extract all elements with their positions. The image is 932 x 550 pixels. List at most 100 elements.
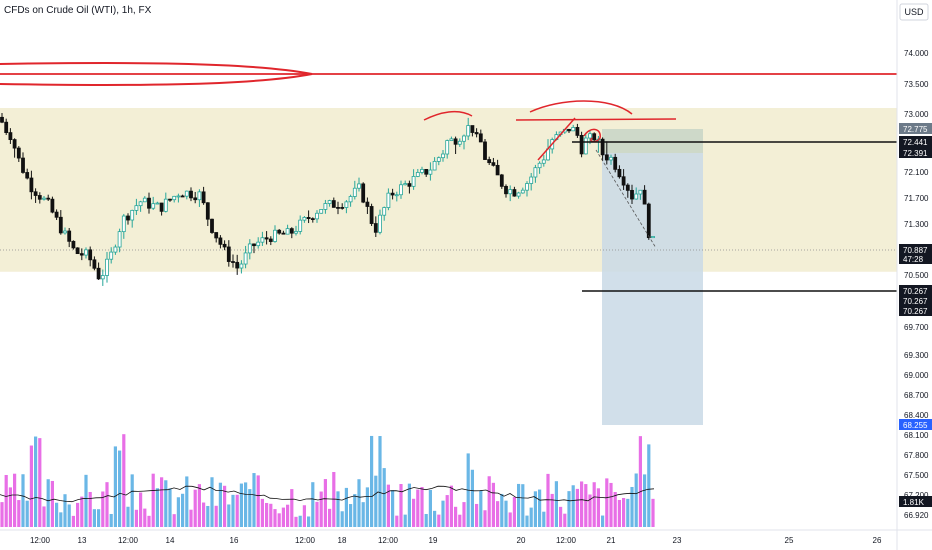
- candle-body: [243, 252, 248, 265]
- volume-bar: [592, 482, 596, 527]
- volume-bar: [265, 502, 269, 527]
- volume-bar: [63, 494, 67, 527]
- volume-bar: [189, 509, 193, 527]
- volume-bar: [168, 488, 172, 527]
- candle-body: [390, 192, 395, 196]
- red-top-arc-left: [423, 110, 473, 121]
- candle-body: [600, 138, 605, 156]
- candle-body: [432, 160, 437, 171]
- candle-body: [189, 190, 193, 199]
- volume-bar: [596, 488, 600, 527]
- candle-body: [142, 197, 147, 203]
- volume-bar: [626, 498, 630, 527]
- volume-bar: [483, 510, 487, 527]
- candle-body: [109, 251, 114, 260]
- volume-bar: [193, 489, 197, 527]
- candle-body: [285, 228, 290, 235]
- volume-bar: [601, 515, 605, 527]
- volume-bar: [71, 515, 75, 527]
- volume-bar: [227, 504, 231, 527]
- candle-body: [231, 261, 235, 263]
- candle-body: [210, 218, 214, 233]
- candles-layer: [0, 112, 655, 286]
- candle-body: [25, 172, 30, 179]
- volume-bar: [197, 484, 201, 527]
- volume-bar: [575, 488, 579, 527]
- price-tag-label: 70.267: [903, 287, 928, 296]
- candle-body: [71, 240, 76, 249]
- volume-bar: [88, 491, 92, 527]
- candle-body: [79, 253, 84, 256]
- volume-bar: [244, 482, 248, 527]
- annotation-layer: [0, 62, 897, 292]
- x-tick-label: 12:00: [295, 536, 316, 545]
- candle-body: [630, 189, 634, 200]
- candle-body: [453, 138, 458, 145]
- volume-bar: [550, 493, 554, 527]
- price-tag: [899, 136, 932, 147]
- volume-bar: [475, 503, 479, 527]
- volume-bar: [403, 514, 407, 527]
- candle-body: [134, 205, 139, 211]
- volume-bar: [252, 473, 256, 527]
- candle-body: [33, 191, 38, 196]
- projection-dashed-line: [595, 149, 657, 249]
- y-tick-label: 73.000: [904, 110, 929, 119]
- volume-bar: [235, 494, 239, 527]
- volume-bar: [147, 515, 151, 527]
- volume-bar: [290, 489, 294, 527]
- candle-body: [67, 230, 72, 242]
- volume-bar: [542, 511, 546, 527]
- candle-body: [58, 216, 63, 234]
- volume-bar: [521, 484, 525, 527]
- volume-bar: [286, 504, 290, 527]
- volume-bar: [248, 489, 252, 527]
- candle-body: [226, 246, 231, 262]
- candle-body: [323, 203, 328, 210]
- price-tag-label: 72.441: [903, 138, 928, 147]
- volume-bar: [139, 492, 143, 527]
- candle-body: [512, 189, 517, 197]
- volume-bar: [357, 479, 361, 527]
- y-tick-label: 72.100: [904, 168, 929, 177]
- y-tick-label: 70.500: [904, 271, 929, 280]
- candle-body: [113, 246, 118, 253]
- volume-bar: [130, 474, 134, 527]
- candle-body: [21, 157, 25, 173]
- y-tick-label: 66.920: [904, 511, 929, 520]
- volume-layer: [0, 434, 655, 527]
- volume-bar: [428, 489, 432, 527]
- volume-bar: [294, 516, 298, 527]
- countdown-tag: [899, 254, 932, 264]
- volume-bar: [277, 513, 281, 527]
- volume-bar: [172, 514, 176, 527]
- candle-body: [168, 198, 172, 201]
- price-tag: [899, 285, 932, 296]
- volume-bar: [445, 495, 449, 527]
- currency-button[interactable]: [899, 3, 929, 21]
- candle-body: [138, 201, 143, 207]
- y-tick-label: 67.200: [904, 491, 929, 500]
- candle-body: [525, 183, 529, 191]
- volume-bar: [370, 435, 374, 527]
- volume-bar: [504, 500, 508, 527]
- candle-body: [201, 191, 206, 204]
- volume-bar: [395, 515, 399, 527]
- volume-bar: [281, 507, 285, 527]
- x-tick-label: 12:00: [118, 536, 139, 545]
- volume-bar: [470, 469, 474, 527]
- volume-bar: [462, 502, 466, 527]
- x-tick-label: 25: [785, 536, 794, 545]
- volume-bar: [630, 486, 634, 527]
- take-profit-zone: [602, 153, 703, 425]
- volume-bar: [151, 473, 155, 527]
- candle-body: [533, 167, 538, 178]
- volume-bar: [508, 512, 512, 527]
- candle-body: [529, 176, 534, 184]
- candle-body: [382, 207, 387, 216]
- currency-label: USD: [904, 7, 924, 17]
- candle-body: [445, 140, 450, 155]
- candle-body: [625, 184, 630, 191]
- candle-body: [8, 132, 13, 140]
